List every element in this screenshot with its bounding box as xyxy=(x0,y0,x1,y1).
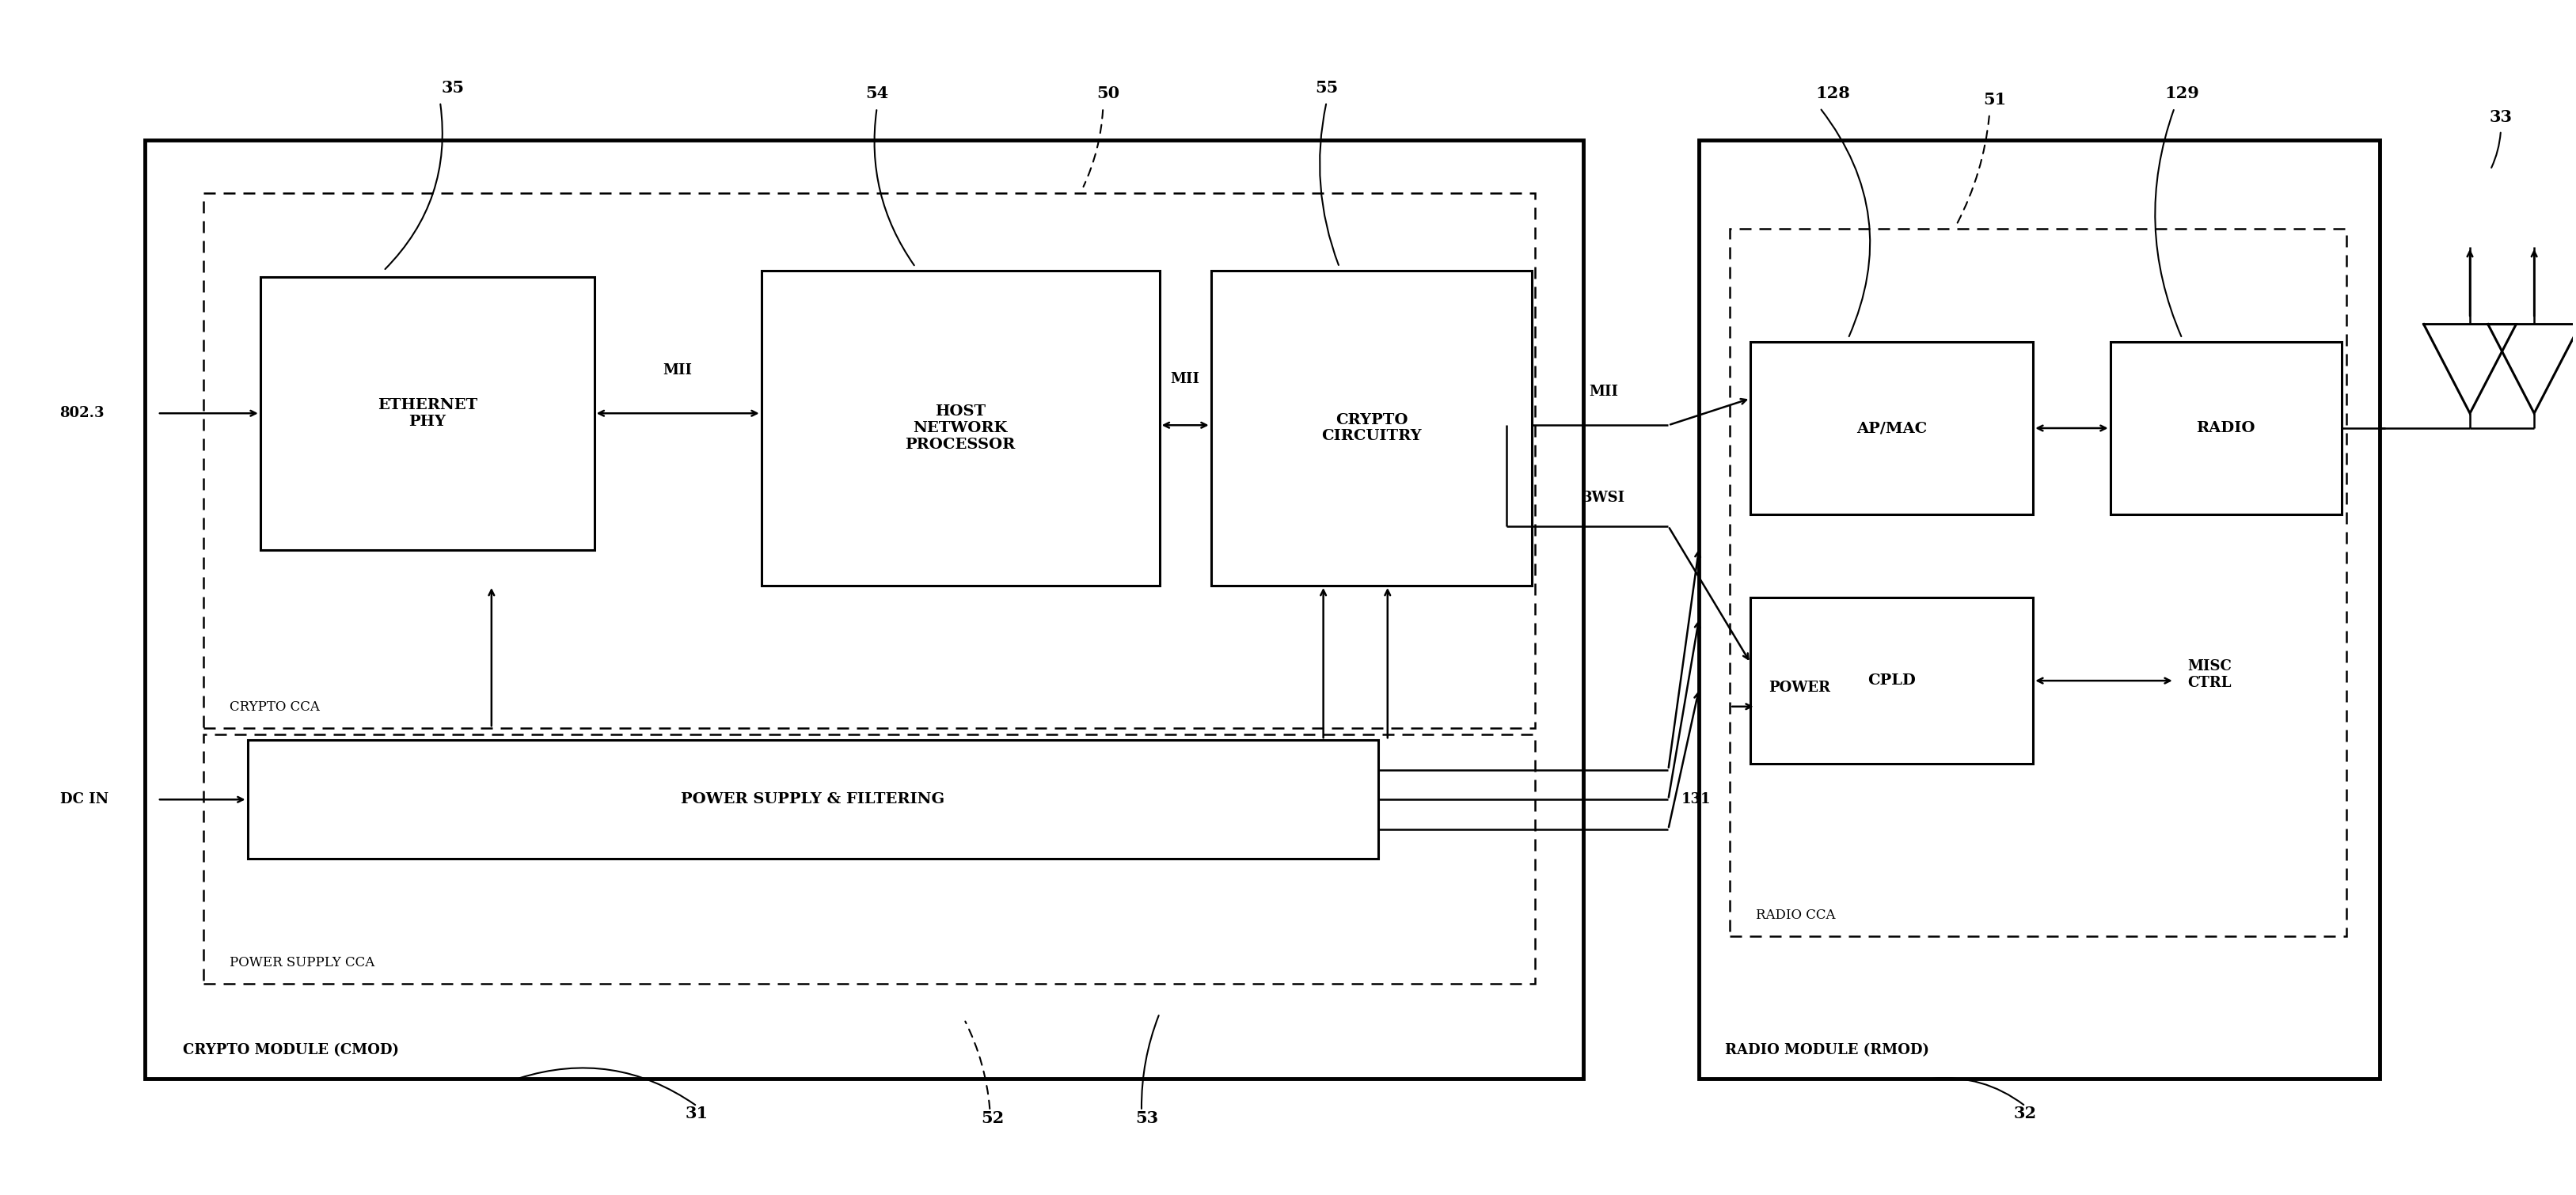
Text: POWER SUPPLY & FILTERING: POWER SUPPLY & FILTERING xyxy=(680,792,945,807)
Text: 33: 33 xyxy=(2488,110,2512,125)
Text: CPLD: CPLD xyxy=(1868,674,1917,688)
Text: RADIO CCA: RADIO CCA xyxy=(1757,908,1834,921)
Text: 55: 55 xyxy=(1314,80,1337,96)
Text: MII: MII xyxy=(1170,372,1200,386)
Text: RADIO MODULE (RMOD): RADIO MODULE (RMOD) xyxy=(1726,1043,1929,1058)
Text: 51: 51 xyxy=(1984,92,2007,108)
Bar xyxy=(144,140,1584,1079)
Bar xyxy=(2110,342,2342,514)
Text: DC IN: DC IN xyxy=(59,792,108,807)
Bar xyxy=(247,740,1378,859)
Text: MII: MII xyxy=(1589,385,1618,399)
Text: 50: 50 xyxy=(1097,86,1121,102)
Text: CRYPTO CCA: CRYPTO CCA xyxy=(229,700,319,713)
Text: 129: 129 xyxy=(2164,86,2200,102)
Bar xyxy=(1211,271,1533,586)
Text: 53: 53 xyxy=(1136,1110,1159,1126)
Text: 128: 128 xyxy=(1816,86,1850,102)
Bar xyxy=(260,276,595,550)
Text: 52: 52 xyxy=(981,1110,1005,1126)
Text: CRYPTO
CIRCUITRY: CRYPTO CIRCUITRY xyxy=(1321,412,1422,443)
Text: POWER SUPPLY CCA: POWER SUPPLY CCA xyxy=(229,956,374,969)
Text: 32: 32 xyxy=(2014,1105,2038,1121)
Text: AP/MAC: AP/MAC xyxy=(1857,421,1927,435)
Text: 54: 54 xyxy=(866,86,889,102)
Text: MISC
CTRL: MISC CTRL xyxy=(2187,660,2231,690)
Bar xyxy=(1752,342,2032,514)
Bar xyxy=(204,734,1535,983)
Bar xyxy=(1752,598,2032,764)
Text: POWER: POWER xyxy=(1770,680,1829,694)
Text: HOST
NETWORK
PROCESSOR: HOST NETWORK PROCESSOR xyxy=(904,405,1015,452)
Text: ETHERNET
PHY: ETHERNET PHY xyxy=(376,398,477,429)
Text: 131: 131 xyxy=(1682,792,1710,807)
Bar xyxy=(204,194,1535,728)
Text: 35: 35 xyxy=(440,80,464,96)
Text: 3WSI: 3WSI xyxy=(1582,491,1625,504)
Text: 802.3: 802.3 xyxy=(59,406,106,421)
Bar xyxy=(762,271,1159,586)
Bar xyxy=(1731,229,2347,936)
Text: MII: MII xyxy=(662,363,693,378)
Bar xyxy=(1700,140,2380,1079)
Text: CRYPTO MODULE (CMOD): CRYPTO MODULE (CMOD) xyxy=(183,1043,399,1058)
Text: 31: 31 xyxy=(685,1105,708,1121)
Text: RADIO: RADIO xyxy=(2197,421,2257,435)
